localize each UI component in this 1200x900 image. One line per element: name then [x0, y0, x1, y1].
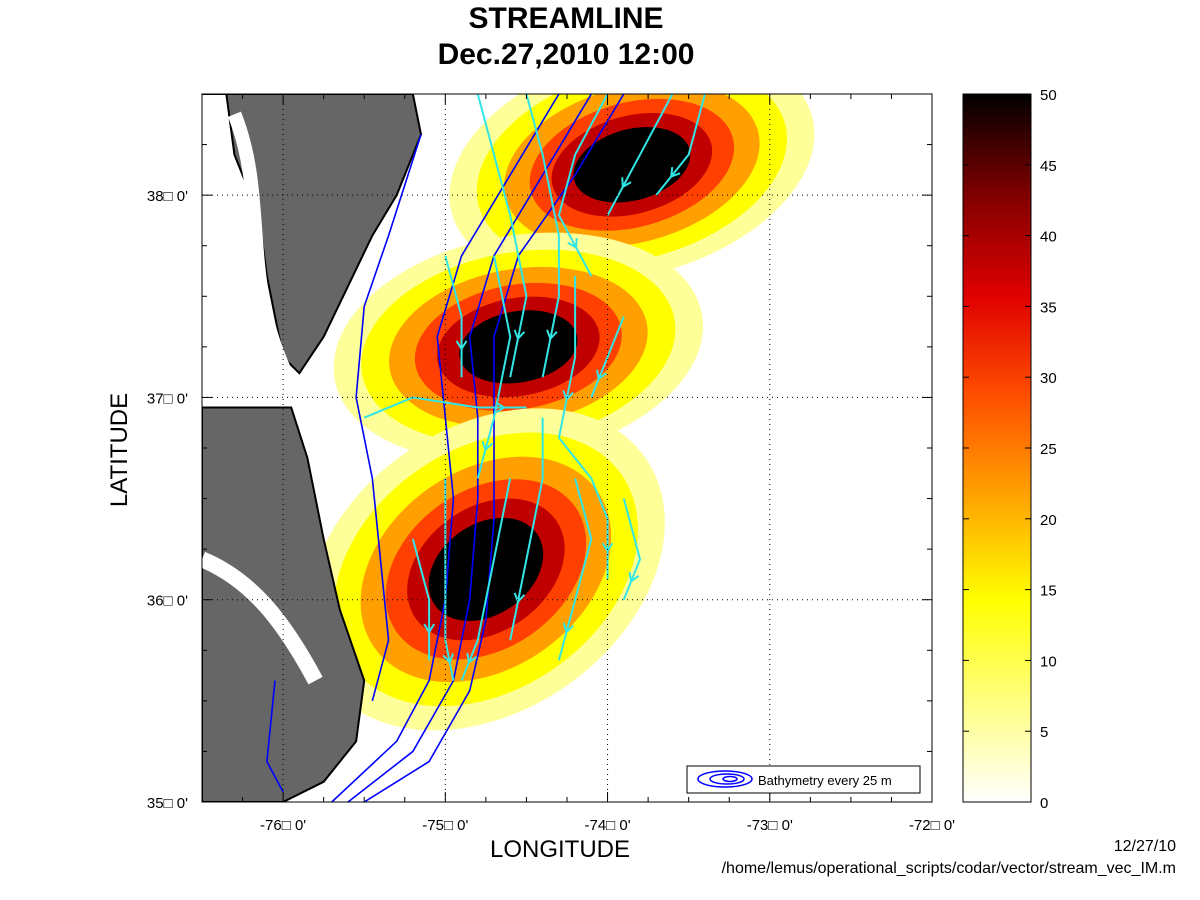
bathymetry-legend-icon — [697, 770, 753, 788]
bathymetry-contour — [347, 94, 593, 802]
streamline — [476, 94, 528, 378]
streamline — [460, 478, 512, 682]
legend-label: Bathymetry every 25 m — [758, 773, 892, 788]
colorbar-tick-label: 10 — [1040, 653, 1057, 670]
streamline-arrow — [495, 401, 506, 414]
axes: -76□ 0' -75□ 0' -74□ 0' -73□ 0' -72□ 0' 35□ 0… — [147, 93, 955, 834]
streamline — [476, 255, 512, 479]
y-tick-label: 37□ 0' — [147, 390, 188, 407]
colorbar: 0 5 10 15 20 25 30 35 40 45 50 — [962, 87, 1057, 812]
streamline — [509, 417, 544, 641]
speed-region-southern — [306, 408, 665, 731]
streamline-arrow — [562, 390, 574, 402]
footer-script-path: /home/lemus/operational_scripts/codar/ve… — [721, 860, 1176, 877]
streamline-arrow — [513, 329, 526, 341]
colorbar-tick-label: 20 — [1040, 512, 1057, 529]
x-tick-label: -74□ 0' — [584, 817, 630, 834]
colorbar-tick-label: 30 — [1040, 370, 1057, 387]
streamline-arrow — [513, 592, 526, 604]
colorbar-tick-label: 25 — [1040, 441, 1057, 458]
streamline — [363, 396, 527, 419]
plot-area — [202, 94, 932, 802]
y-tick-label: 36□ 0' — [147, 593, 188, 610]
streamline — [655, 94, 706, 196]
streamline — [557, 276, 577, 439]
speed-region-central — [333, 232, 704, 462]
chart-subtitle: Dec.27,2010 12:00 — [437, 38, 695, 71]
speed-contour — [573, 127, 691, 203]
bathymetry-contour — [355, 134, 422, 702]
y-tick-label: 35□ 0' — [147, 795, 188, 812]
streamline-arrow — [481, 440, 493, 452]
streamline-arrow — [628, 571, 640, 584]
x-tick-label: -72□ 0' — [909, 817, 955, 834]
bathymetry-contour — [363, 94, 625, 802]
speed-contour — [459, 310, 578, 384]
streamline-arrow — [546, 329, 558, 341]
streamline-arrow — [423, 623, 435, 634]
x-tick-label: -73□ 0' — [747, 817, 793, 834]
bathymetry-contours — [266, 94, 625, 802]
streamline-arrow — [455, 340, 468, 351]
bathymetry-contour — [331, 94, 560, 802]
streamline — [622, 498, 641, 601]
x-tick-label: -76□ 0' — [260, 817, 306, 834]
sound-channel — [202, 551, 323, 685]
colorbar-scale — [962, 93, 1032, 803]
streamline — [606, 94, 674, 216]
y-tick-label: 38□ 0' — [147, 188, 188, 205]
streamline — [557, 478, 593, 661]
chart-title: STREAMLINE — [468, 2, 664, 35]
colorbar-tick-label: 50 — [1040, 87, 1057, 104]
legend: Bathymetry every 25 m — [686, 765, 921, 794]
colorbar-tick-label: 35 — [1040, 299, 1057, 316]
colorbar-tick-label: 40 — [1040, 229, 1057, 246]
streamline-arrow — [596, 369, 607, 381]
streamline-arrow — [670, 166, 681, 178]
streamline — [525, 94, 560, 378]
colorbar-tick-label: 45 — [1040, 158, 1057, 175]
colorbar-tick-label: 15 — [1040, 583, 1057, 600]
grid-lines — [202, 94, 932, 802]
x-axis-label: LONGITUDE — [490, 836, 631, 863]
streamline-arrow — [466, 652, 478, 665]
bathymetry-contour — [266, 680, 284, 793]
colorbar-tick-label: 0 — [1040, 795, 1048, 812]
streamlines — [363, 94, 706, 682]
x-tick-label: -75□ 0' — [422, 817, 468, 834]
streamline-arrow — [442, 653, 455, 665]
streamline-arrow — [621, 177, 632, 189]
footer-date: 12/27/10 — [1113, 838, 1176, 855]
streamline — [590, 316, 625, 398]
streamline-arrow — [567, 237, 578, 250]
streamline — [557, 94, 609, 277]
bay-channel — [227, 111, 290, 370]
colorbar-tick-label: 5 — [1040, 724, 1048, 741]
streamline — [444, 255, 463, 378]
streamline-arrow — [562, 622, 575, 634]
streamline — [411, 538, 431, 661]
streamline-arrow — [601, 542, 614, 554]
